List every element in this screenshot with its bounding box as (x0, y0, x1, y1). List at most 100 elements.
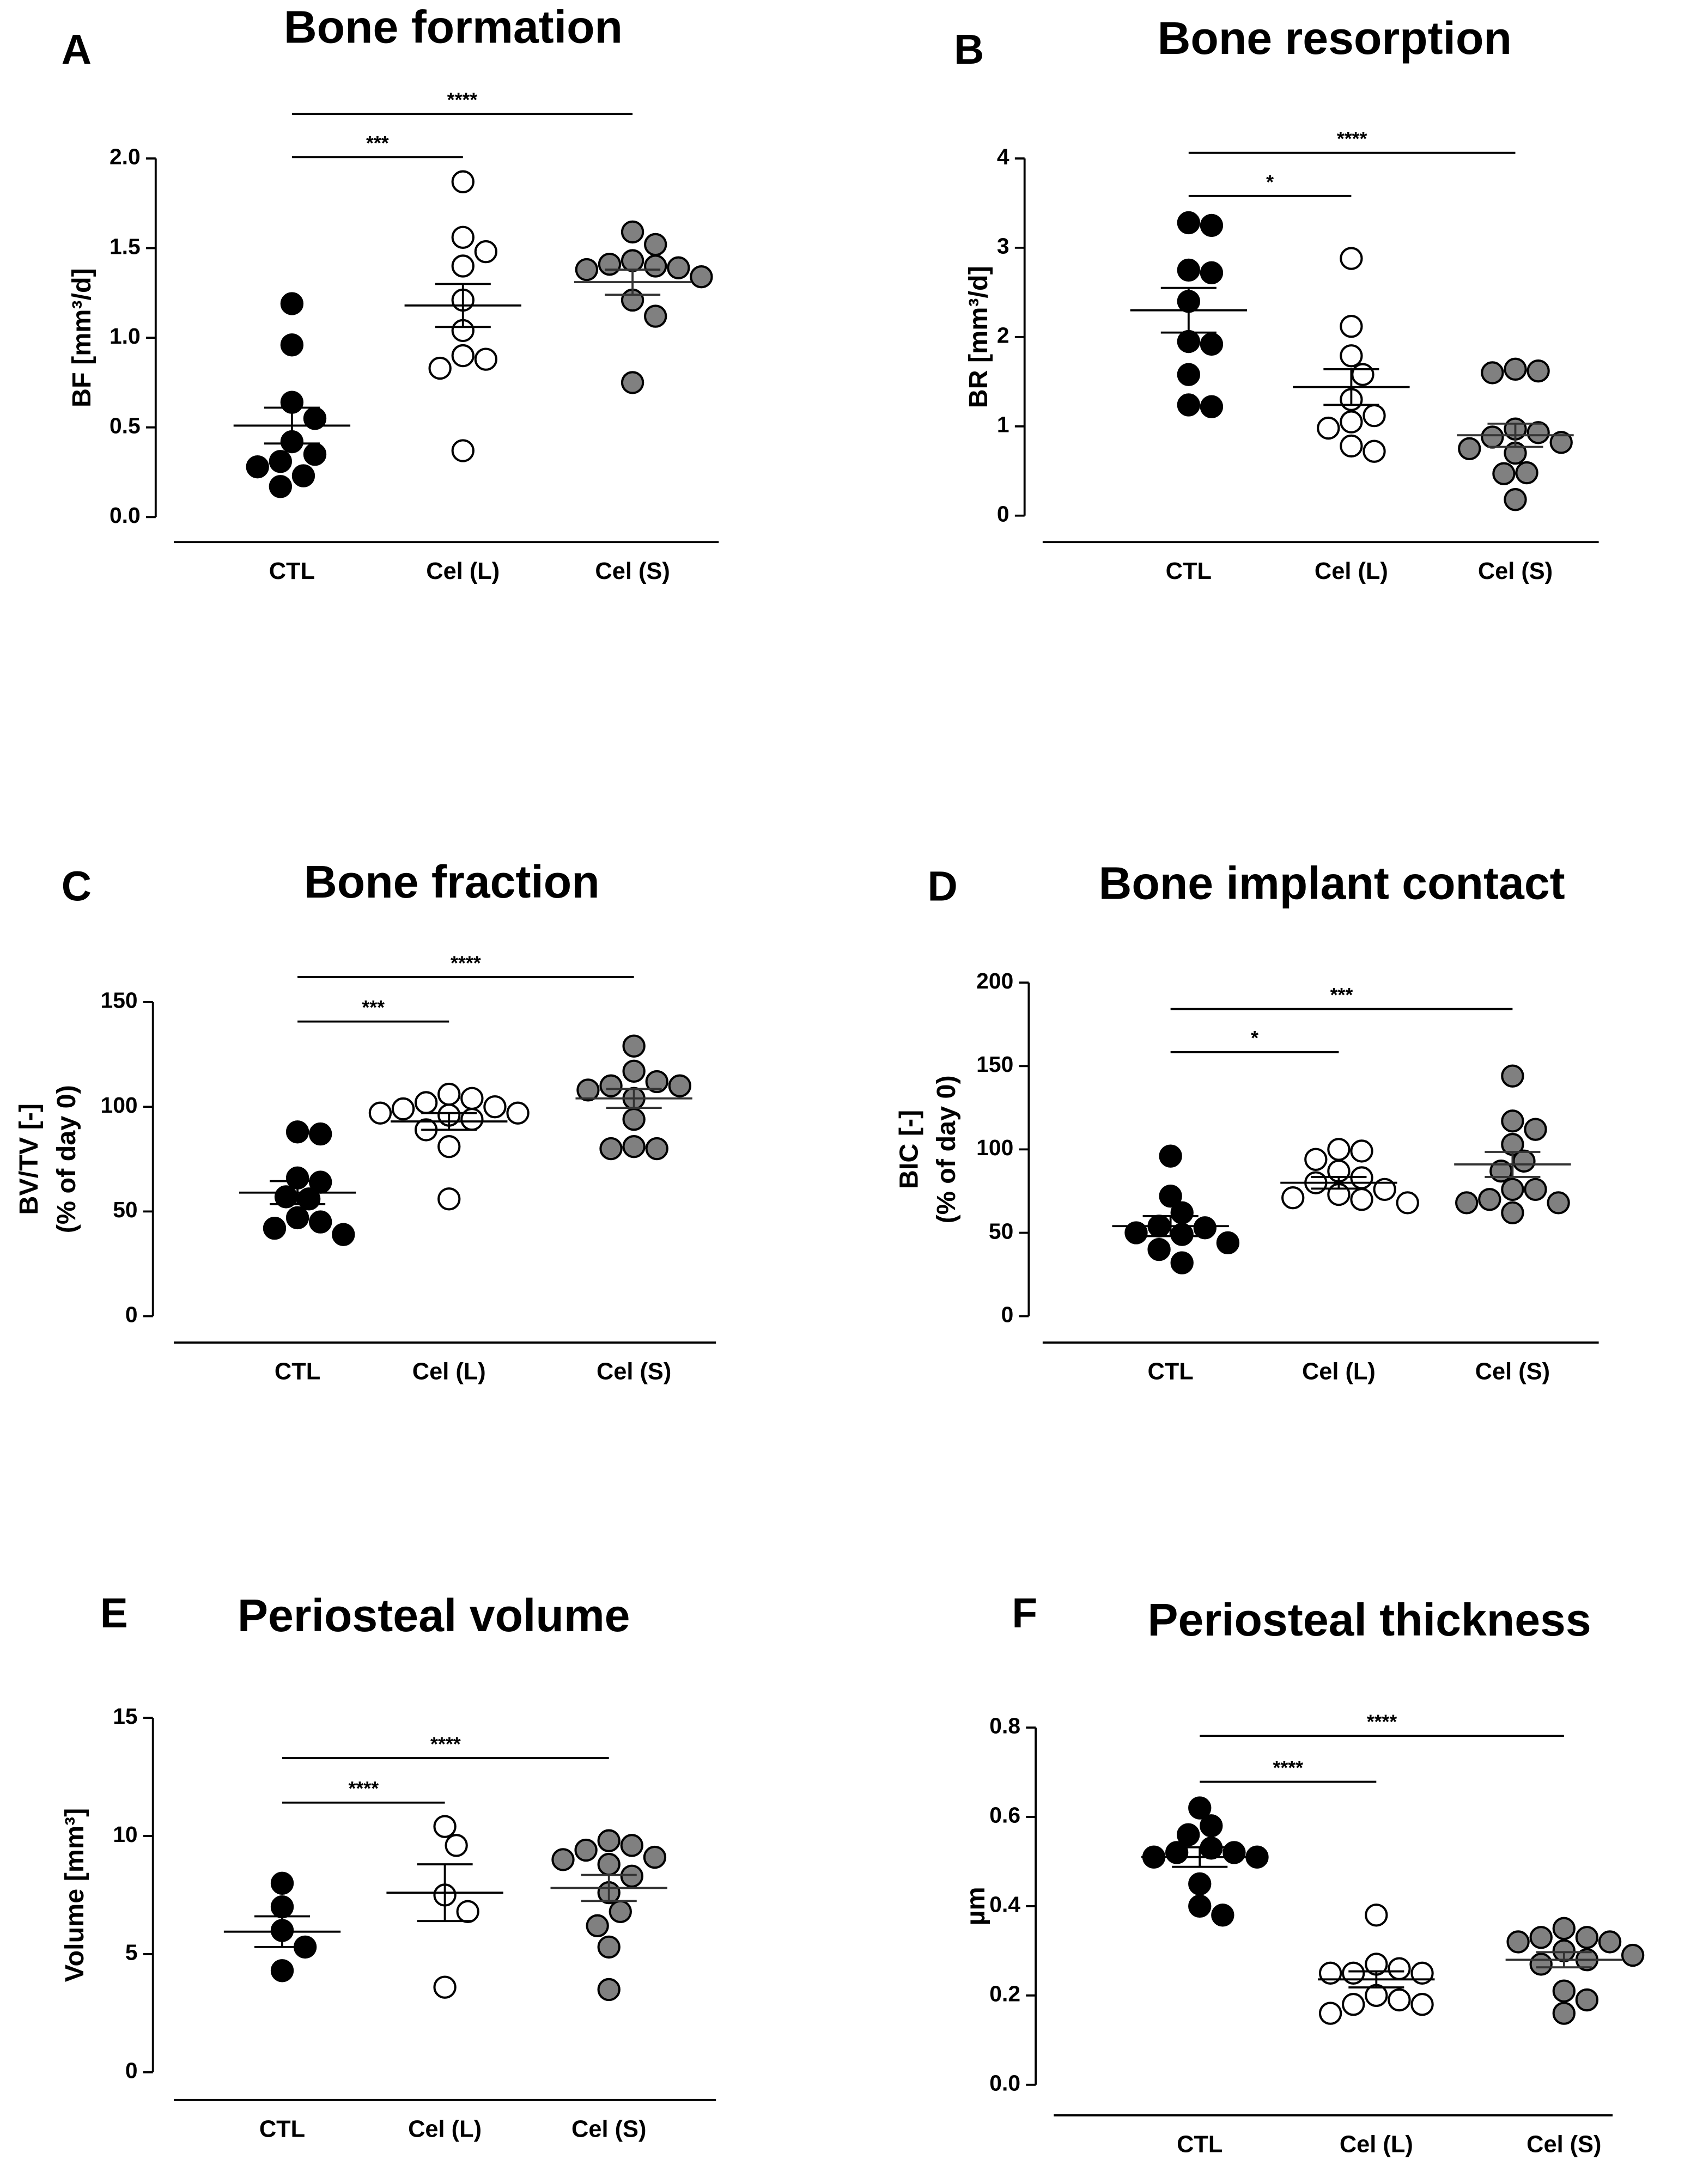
data-point (644, 304, 667, 328)
data-point (270, 1895, 294, 1919)
x-tick-label: CTL (275, 1359, 320, 1385)
panel-letter: E (100, 1590, 128, 1637)
data-point (1373, 1178, 1396, 1201)
data-point (460, 1087, 484, 1110)
data-point (280, 333, 304, 357)
panel-letter: D (928, 863, 958, 910)
y-tick-label: 3 (997, 234, 1009, 259)
data-point (1188, 1796, 1212, 1820)
data-point (1340, 410, 1363, 434)
data-point (303, 442, 327, 466)
y-tick-label: 100 (976, 1135, 1013, 1160)
data-point (1177, 211, 1201, 235)
data-point (597, 1852, 621, 1876)
data-point (586, 1914, 609, 1938)
data-point (309, 1122, 332, 1146)
data-point (1216, 1231, 1240, 1255)
x-tick-label: Cel (L) (426, 558, 500, 584)
data-point (1318, 2002, 1342, 2025)
error-bar (1160, 286, 1217, 334)
data-point (1188, 1872, 1212, 1896)
y-tick-label: 150 (976, 1052, 1013, 1077)
data-point (1501, 1109, 1524, 1133)
panel-letter: F (1012, 1590, 1037, 1637)
data-point (1200, 332, 1224, 356)
data-point (1340, 247, 1363, 270)
y-tick-label: 0 (1001, 1302, 1014, 1327)
data-point (437, 1082, 461, 1106)
y-tick-label: 0.6 (989, 1803, 1020, 1828)
data-point (1458, 437, 1481, 460)
data-point (246, 455, 269, 479)
y-tick-label: 5 (125, 1940, 138, 1965)
data-point (1552, 1979, 1576, 2003)
data-point (1304, 1148, 1328, 1171)
data-point (437, 1187, 461, 1211)
error-bar (421, 1112, 477, 1131)
x-tick-label: Cel (S) (597, 1359, 671, 1385)
significance-label: *** (362, 997, 385, 1018)
data-point (621, 371, 644, 394)
data-point (1598, 1930, 1622, 1954)
data-point (1188, 1894, 1212, 1918)
error-bar (1172, 1846, 1228, 1868)
data-point (576, 1078, 600, 1102)
y-tick-label: 1.5 (110, 234, 141, 259)
data-point (270, 1871, 294, 1895)
data-point (1363, 404, 1386, 428)
error-bar (1348, 1970, 1404, 1988)
data-point (1177, 330, 1201, 353)
y-tick-label: 2.0 (110, 144, 141, 169)
data-point (1575, 1988, 1599, 2012)
y-tick-label: 0 (125, 2058, 138, 2083)
data-point (575, 258, 599, 282)
data-point (263, 1216, 287, 1240)
data-point (1193, 1216, 1217, 1240)
data-point (599, 1074, 623, 1097)
data-point (428, 356, 452, 380)
data-point (269, 450, 293, 473)
y-axis-label: Volume [mm³] (60, 1808, 89, 1982)
data-point (1342, 1961, 1365, 1985)
data-point (1388, 1957, 1411, 1980)
data-point (285, 1120, 309, 1144)
x-tick-label: Cel (S) (1475, 1359, 1550, 1385)
data-point (622, 1135, 646, 1158)
data-point (1529, 1953, 1553, 1976)
data-point (451, 254, 475, 278)
data-point (1363, 440, 1386, 463)
data-point (451, 170, 475, 193)
data-point (1504, 357, 1527, 381)
data-point (597, 1935, 621, 1959)
data-point (285, 1206, 309, 1230)
data-point (622, 1034, 646, 1058)
x-tick-label: CTL (1147, 1359, 1193, 1385)
error-bar (270, 1180, 326, 1205)
error-bar (1323, 368, 1379, 406)
y-axis-label: BIC [-] (894, 1110, 923, 1189)
data-point (1501, 1064, 1524, 1088)
data-point (1318, 1961, 1342, 1985)
data-point (445, 1834, 468, 1857)
error-bar (1536, 1951, 1592, 1969)
x-tick-label: CTL (269, 558, 315, 584)
chart-title: Bone resorption (1158, 13, 1512, 64)
data-point (456, 1900, 479, 1923)
error-bar (1311, 1176, 1367, 1190)
data-point (309, 1210, 332, 1234)
data-point (1211, 1904, 1234, 1927)
data-point (1547, 1191, 1570, 1215)
y-tick-label: 0 (125, 1302, 138, 1327)
data-point (1529, 1926, 1553, 1949)
y-tick-label: 50 (989, 1218, 1013, 1243)
data-point (1281, 1186, 1305, 1210)
error-bar (605, 269, 661, 296)
x-tick-label: Cel (L) (1302, 1359, 1376, 1385)
panel-letter: B (954, 27, 984, 73)
x-tick-label: Cel (L) (1340, 2132, 1413, 2158)
data-point (645, 1070, 668, 1094)
data-point (280, 292, 304, 315)
data-point (1526, 421, 1550, 444)
significance-label: **** (430, 1734, 461, 1755)
x-tick-label: CTL (259, 2116, 305, 2142)
